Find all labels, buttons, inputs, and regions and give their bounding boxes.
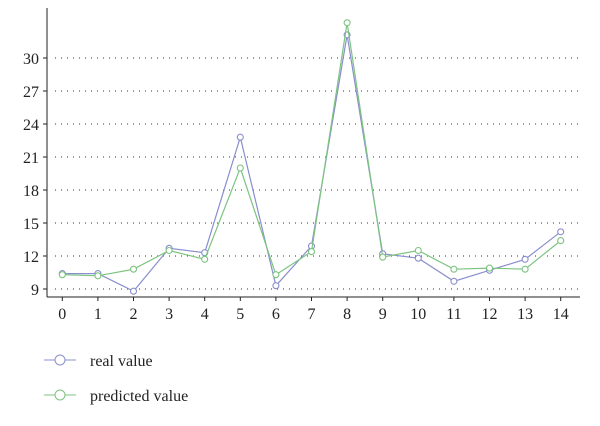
data-point-predicted-value-13 (521, 265, 529, 273)
x-tick-label: 4 (201, 306, 209, 323)
data-point-real-value-10 (414, 254, 422, 262)
data-point-real-value-6 (272, 282, 280, 290)
data-point-predicted-value-5 (236, 164, 244, 172)
data-point-predicted-value-14 (557, 237, 565, 245)
legend-marker-real-value (54, 354, 66, 366)
data-point-predicted-value-8 (343, 19, 351, 27)
x-tick-labels: 0 1 2 3 4 5 6 7 8 9 10 11 12 13 14 (58, 297, 569, 323)
legend-item-real-value: real value (44, 353, 153, 370)
y-tick-labels: 9 12 15 18 21 24 27 30 (23, 51, 47, 299)
x-tick-label: 12 (482, 306, 498, 323)
y-tick-label: 18 (23, 183, 39, 200)
data-point-predicted-value-3 (165, 246, 173, 255)
data-point-predicted-value-10 (414, 246, 422, 255)
data-point-predicted-value-12 (485, 264, 494, 272)
y-tick-label: 27 (23, 84, 39, 101)
data-point-predicted-value-6 (272, 271, 280, 279)
data-point-real-value-11 (450, 277, 458, 285)
series-layer (58, 19, 565, 295)
x-tick-label: 3 (165, 306, 173, 323)
y-tick-label: 9 (31, 282, 39, 299)
series-predicted-value (58, 19, 565, 280)
data-point-predicted-value-0 (58, 271, 66, 279)
x-tick-label: 1 (94, 306, 102, 323)
y-tick-label: 24 (23, 117, 39, 134)
data-point-real-value-14 (557, 228, 565, 236)
legend-item-predicted-value: predicted value (44, 388, 188, 405)
x-tick-label: 10 (410, 306, 426, 323)
y-tick-label: 15 (23, 216, 39, 233)
legend-marker-predicted-value (54, 389, 66, 401)
x-tick-label: 2 (130, 306, 138, 323)
y-tick-label: 12 (23, 249, 39, 266)
legend-label-real-value: real value (90, 353, 153, 370)
x-tick-label: 8 (343, 306, 351, 323)
data-point-real-value-13 (521, 255, 529, 263)
x-tick-label: 13 (517, 306, 533, 323)
legend-label-predicted-value: predicted value (90, 388, 188, 405)
data-point-predicted-value-4 (201, 255, 209, 263)
x-tick-label: 7 (308, 306, 316, 323)
data-point-real-value-2 (129, 287, 138, 295)
data-point-predicted-value-1 (94, 272, 102, 280)
data-point-real-value-5 (236, 133, 244, 141)
x-tick-label: 9 (379, 306, 387, 323)
data-point-predicted-value-9 (379, 253, 387, 261)
data-point-predicted-value-7 (307, 248, 316, 256)
data-point-predicted-value-11 (450, 265, 458, 273)
data-point-predicted-value-2 (129, 265, 138, 273)
x-tick-label: 0 (58, 306, 66, 323)
y-tick-label: 30 (23, 51, 39, 68)
gridlines (55, 57, 580, 290)
axes (46, 8, 580, 298)
x-tick-label: 5 (236, 306, 244, 323)
x-tick-label: 11 (446, 306, 461, 323)
y-tick-label: 21 (23, 150, 39, 167)
x-tick-label: 14 (553, 306, 569, 323)
x-tick-label: 6 (272, 306, 280, 323)
series-line-predicted-value (62, 22, 562, 277)
legend: real value predicted value (44, 353, 188, 405)
